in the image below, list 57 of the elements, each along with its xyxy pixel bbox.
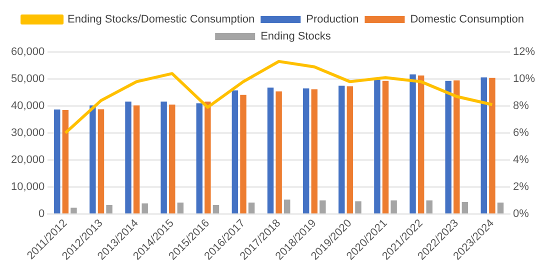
bar — [160, 102, 167, 214]
bar — [445, 80, 452, 214]
bar — [346, 86, 354, 214]
bar — [70, 208, 77, 214]
bar — [489, 78, 496, 214]
legend-label: Ending Stocks — [260, 30, 332, 43]
bar — [311, 89, 318, 214]
bar — [204, 102, 211, 214]
legend-label: Domestic Consumption — [410, 14, 524, 26]
bar — [212, 204, 220, 214]
y2-tick-label: 12% — [512, 46, 536, 58]
bar — [125, 102, 132, 214]
y2-tick-label: 2% — [512, 180, 530, 193]
bar — [418, 75, 424, 214]
bar — [497, 202, 504, 214]
bar — [177, 202, 184, 214]
bar — [320, 200, 326, 214]
bar — [338, 86, 345, 214]
y2-tick-label: 4% — [512, 154, 530, 166]
bar — [410, 74, 416, 214]
bar — [169, 104, 176, 214]
bar — [98, 109, 104, 214]
bar — [390, 200, 397, 214]
y-tick-label: 0 — [38, 208, 45, 220]
y2-tick-label: 0% — [512, 208, 530, 220]
y-tick-label: 50,000 — [10, 73, 45, 86]
bar — [90, 105, 96, 214]
bar — [62, 110, 69, 214]
legend-label: Production — [306, 14, 359, 26]
bar — [462, 202, 468, 214]
y2-tick-label: 6% — [512, 126, 530, 139]
bar — [133, 105, 140, 214]
y2-tick-label: 10% — [512, 73, 536, 86]
bar — [276, 91, 282, 214]
legend-label: Ending Stocks/Domestic Consumption — [68, 14, 255, 26]
y-tick-label: 20,000 — [10, 154, 45, 166]
bar — [374, 80, 380, 214]
bar — [248, 202, 255, 214]
bar — [382, 80, 389, 214]
y2-tick-label: 8% — [512, 100, 530, 112]
bar — [284, 200, 290, 214]
bar — [355, 201, 362, 214]
bar — [454, 80, 460, 214]
bar — [232, 90, 238, 214]
bar — [302, 88, 310, 214]
y-tick-label: 30,000 — [10, 126, 45, 139]
y-tick-label: 60,000 — [10, 46, 45, 58]
bar — [106, 204, 112, 214]
bar — [267, 88, 274, 214]
bar — [142, 203, 148, 214]
bar — [426, 200, 432, 214]
y-tick-label: 40,000 — [10, 100, 45, 112]
bar — [480, 77, 488, 214]
bar — [196, 103, 202, 214]
y-tick-label: 10,000 — [10, 180, 45, 193]
bar — [54, 109, 60, 214]
bar — [240, 94, 246, 214]
